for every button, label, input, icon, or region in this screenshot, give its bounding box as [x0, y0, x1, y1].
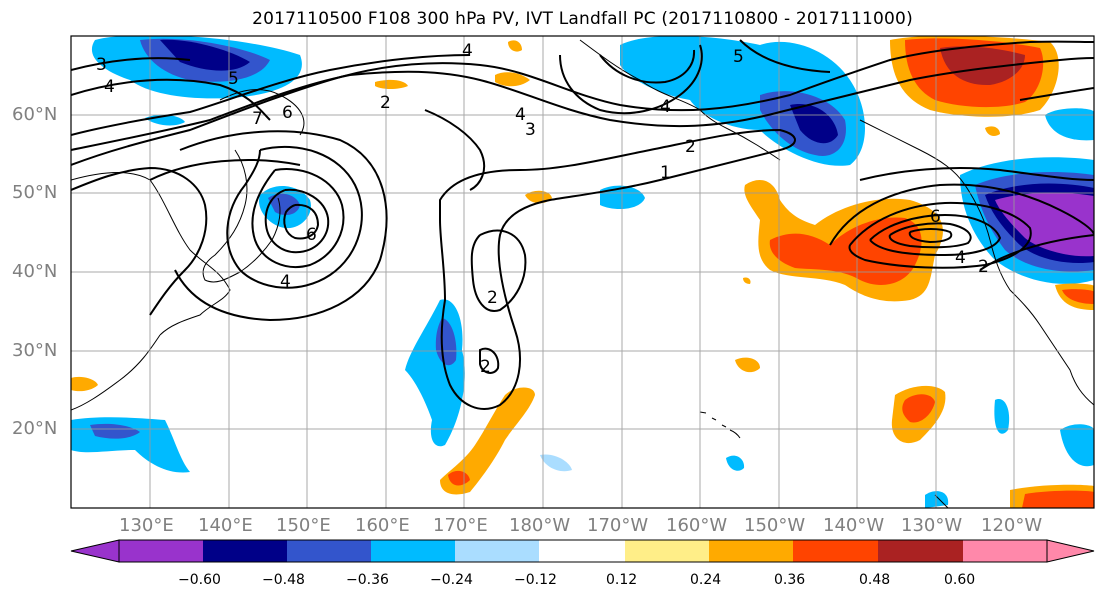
colorbar-segment: [878, 540, 963, 562]
colorbar-tick: −0.48: [262, 572, 305, 588]
lon-label: 170°W: [587, 515, 649, 536]
lon-label: 160°W: [666, 515, 728, 536]
colorbar-tick: 0.24: [690, 572, 722, 588]
contour-label: 2: [978, 257, 989, 277]
colorbar-segment: [793, 540, 878, 562]
contour-label: 3: [96, 55, 107, 75]
lat-label: 20°N: [12, 418, 58, 439]
contour-label: 4: [280, 272, 291, 292]
lon-label: 130°W: [901, 515, 963, 536]
colorbar-segment: [371, 540, 455, 562]
lat-label: 60°N: [12, 104, 58, 125]
map-panel: 3 4 5 4 4 5 7 2 6 4 3 2 1 4 6 2 2 6 4 2: [71, 36, 1094, 508]
contour-label: 4: [104, 77, 115, 97]
colorbar-outline: [118, 539, 1048, 563]
lon-label: 150°W: [744, 515, 806, 536]
colorbar-tick: 0.48: [859, 572, 891, 588]
colorbar-tick: 0.60: [944, 572, 976, 588]
colorbar-tick: −0.36: [346, 572, 389, 588]
lon-label: 150°E: [276, 515, 331, 536]
lon-label: 120°W: [981, 515, 1043, 536]
contour-label: 4: [955, 248, 966, 268]
contour-label: 4: [462, 41, 473, 61]
contour-label: 2: [685, 137, 696, 157]
contour-label: 3: [525, 120, 536, 140]
contour-label: 7: [252, 109, 263, 129]
contour-label: 4: [660, 97, 671, 117]
pv-contours: [71, 39, 1094, 410]
contour-label: 5: [228, 69, 239, 89]
contour-label: 5: [733, 47, 744, 67]
map-frame: [70, 35, 1095, 509]
map-title: 2017110500 F108 300 hPa PV, IVT Landfall…: [252, 9, 913, 29]
colorbar-tick: 0.12: [606, 572, 638, 588]
contour-labels: 3 4 5 4 4 5 7 2 6 4 3 2 1 4 6 2 2 6 4 2: [96, 41, 989, 377]
colorbar-segment: [963, 540, 1047, 562]
contour-label: 6: [282, 103, 293, 123]
colorbar-extend-left: [70, 539, 120, 563]
colorbar-segment: [287, 540, 371, 562]
lon-label: 160°E: [355, 515, 410, 536]
lat-label: 50°N: [12, 182, 58, 203]
colorbar-tick: −0.60: [178, 572, 221, 588]
contour-label: 2: [380, 93, 391, 113]
contour-label: 6: [930, 207, 941, 227]
colorbar-segment: [455, 540, 539, 562]
contour-label: 4: [515, 105, 526, 125]
colorbar-segment: [203, 540, 287, 562]
contour-label: 6: [306, 225, 317, 245]
lon-label: 140°W: [823, 515, 885, 536]
colorbar-segment: [119, 540, 203, 562]
colorbar-tick: 0.36: [774, 572, 806, 588]
contour-label: 2: [487, 288, 498, 308]
lat-label: 40°N: [12, 261, 58, 282]
colorbar-extend-right: [1046, 539, 1095, 563]
colorbar-segment: [709, 540, 793, 562]
lon-label: 180°W: [509, 515, 571, 536]
lon-label: 140°E: [198, 515, 253, 536]
colorbar-tick: −0.24: [430, 572, 473, 588]
lon-label: 130°E: [119, 515, 174, 536]
lat-label: 30°N: [12, 340, 58, 361]
colorbar: [70, 539, 1095, 563]
colorbar-tick: −0.12: [514, 572, 557, 588]
colorbar-segment: [625, 540, 709, 562]
colorbar-segment: [539, 540, 625, 562]
contour-label: 2: [480, 357, 491, 377]
lon-label: 170°E: [433, 515, 488, 536]
contour-label: 1: [660, 163, 671, 183]
